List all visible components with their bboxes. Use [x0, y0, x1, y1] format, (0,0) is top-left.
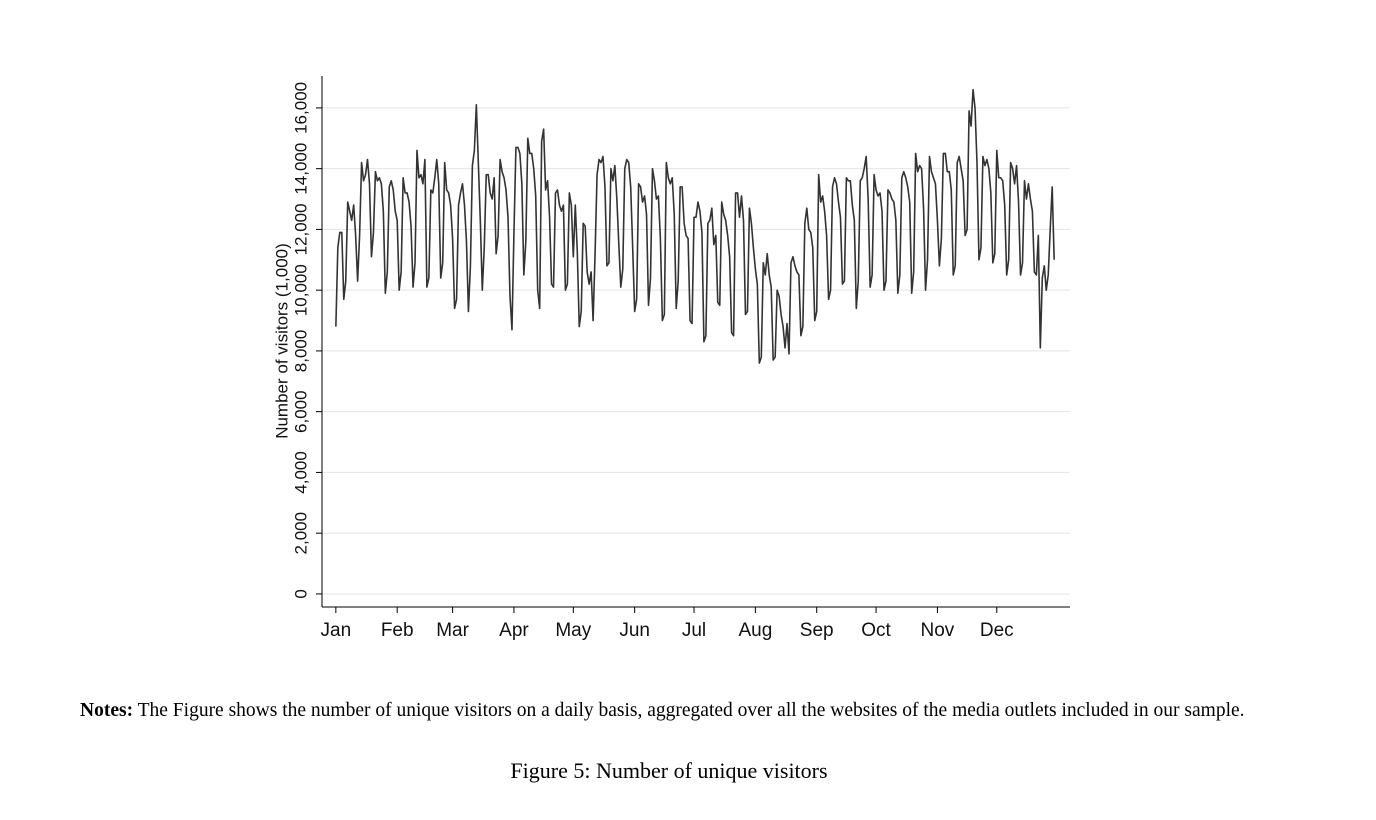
- x-tick-label: Oct: [861, 620, 891, 641]
- notes: Notes: The Figure shows the number of un…: [80, 700, 1270, 722]
- y-tick-label: 6,000: [291, 390, 310, 433]
- y-tick-label: 0: [291, 589, 310, 598]
- x-tick-label: Mar: [436, 620, 469, 641]
- x-tick-label: Feb: [381, 620, 414, 641]
- caption: Figure 5: Number of unique visitors: [510, 758, 828, 783]
- notes-label: Notes:: [80, 700, 134, 721]
- y-tick-label: 4,000: [291, 451, 310, 494]
- notes-text: The Figure shows the number of unique vi…: [137, 700, 1245, 721]
- x-tick-label: Sep: [800, 620, 834, 641]
- y-tick-label: 10,000: [291, 264, 310, 316]
- x-tick-label: Nov: [921, 620, 955, 641]
- x-tick-label: Aug: [738, 620, 772, 641]
- x-tick-label: Jul: [682, 620, 706, 641]
- x-tick-label: May: [555, 620, 591, 641]
- y-tick-label: 8,000: [291, 330, 310, 373]
- x-tick-label: Dec: [980, 620, 1014, 641]
- data-line: [335, 88, 1055, 364]
- x-tick-label: Jun: [619, 620, 650, 641]
- x-tick-label: Apr: [499, 620, 529, 641]
- y-tick-label: 2,000: [291, 512, 310, 555]
- y-tick-label: 12,000: [291, 203, 310, 255]
- y-axis-label: Number of visitors (1,000): [272, 243, 291, 439]
- x-tick-label: Jan: [321, 620, 352, 641]
- y-tick-label: 16,000: [291, 82, 310, 134]
- y-tick-label: 14,000: [291, 143, 310, 195]
- chart: Number of visitors (1,000) 0 2,000 4,000 6,…: [272, 76, 1070, 641]
